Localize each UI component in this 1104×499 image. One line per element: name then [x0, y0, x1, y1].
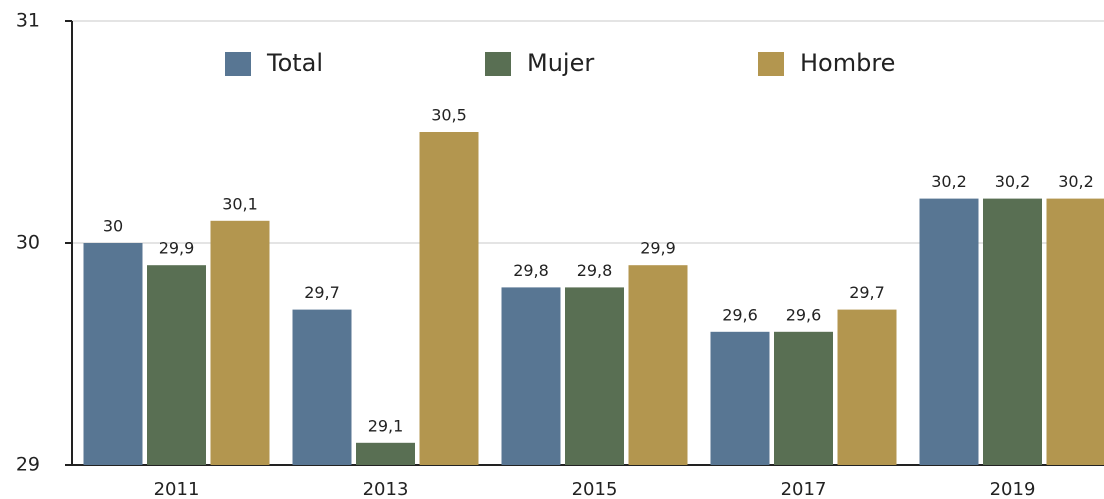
legend-swatch — [225, 52, 251, 76]
x-tick-label: 2011 — [154, 479, 200, 499]
legend-label: Total — [266, 49, 323, 77]
value-label: 29,6 — [786, 305, 822, 324]
value-label: 29,7 — [849, 283, 885, 302]
value-label: 29,6 — [722, 305, 758, 324]
value-label: 30,1 — [222, 194, 258, 213]
bar — [501, 287, 561, 465]
legend-swatch — [485, 52, 511, 76]
bar — [356, 442, 415, 465]
bar — [1046, 198, 1104, 465]
bar — [983, 198, 1042, 465]
bar — [774, 331, 833, 465]
value-label: 30 — [103, 217, 123, 236]
bar — [83, 243, 143, 465]
bar — [565, 287, 624, 465]
legend-label: Hombre — [800, 49, 895, 77]
x-tick-label: 2017 — [781, 479, 827, 499]
legend-swatch — [758, 52, 784, 76]
x-tick-label: 2019 — [990, 479, 1036, 499]
value-label: 30,2 — [995, 172, 1031, 191]
y-tick-label: 29 — [16, 454, 40, 476]
bar — [292, 309, 352, 465]
value-label: 29,8 — [513, 261, 549, 280]
bar — [710, 331, 770, 465]
bar — [147, 265, 206, 465]
value-label: 29,9 — [640, 239, 676, 258]
bar — [837, 309, 897, 465]
legend-label: Mujer — [527, 49, 594, 77]
value-label: 29,8 — [577, 261, 613, 280]
bar — [419, 132, 479, 465]
value-label: 29,1 — [368, 416, 404, 435]
bar — [210, 220, 270, 465]
y-tick-label: 30 — [16, 232, 40, 254]
value-label: 29,7 — [304, 283, 340, 302]
bar — [628, 265, 688, 465]
value-label: 30,2 — [931, 172, 967, 191]
value-label: 30,5 — [431, 106, 467, 125]
x-tick-label: 2015 — [572, 479, 618, 499]
bar — [919, 198, 979, 465]
x-tick-label: 2013 — [363, 479, 409, 499]
value-label: 29,9 — [159, 239, 195, 258]
y-tick-label: 31 — [16, 10, 40, 32]
value-label: 30,2 — [1058, 172, 1094, 191]
